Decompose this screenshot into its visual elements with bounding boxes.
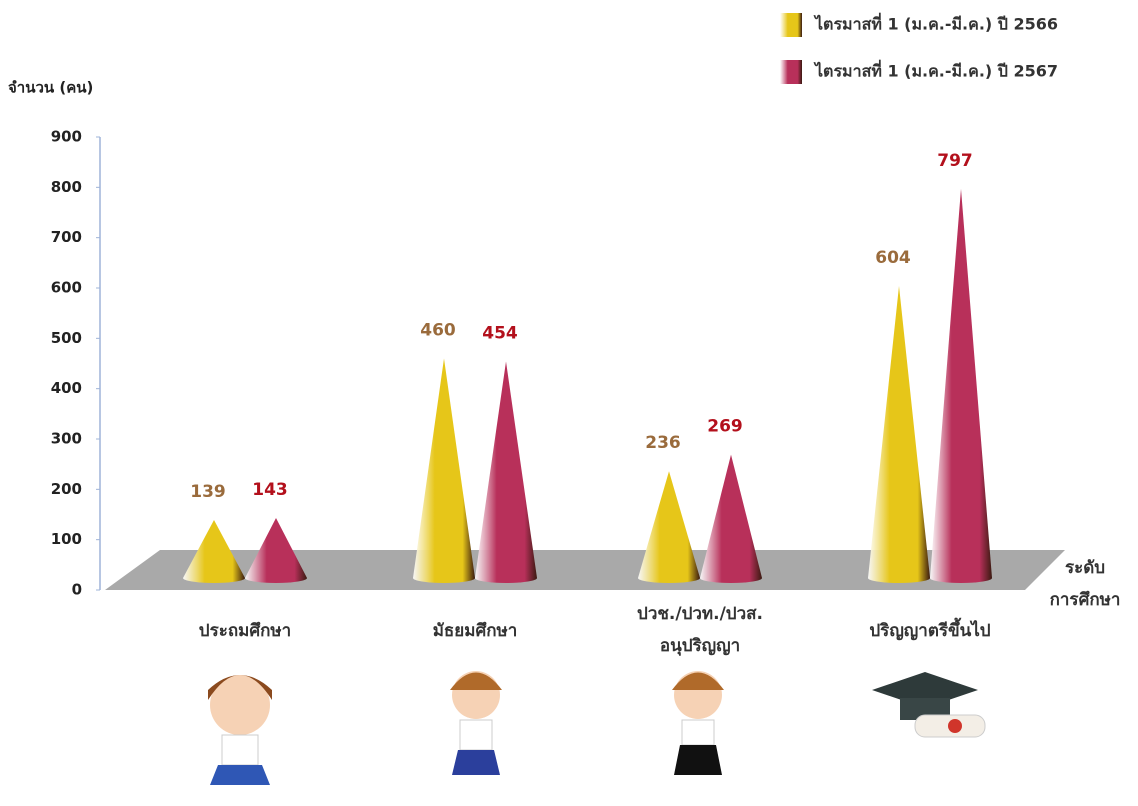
y-tick-label: 700	[51, 228, 82, 246]
cone	[475, 361, 537, 583]
floor	[105, 550, 1065, 590]
cone	[700, 454, 762, 583]
legend-swatch	[780, 13, 802, 37]
legend-label: ไตรมาสที่ 1 (ม.ค.-มี.ค.) ปี 2566	[813, 13, 1058, 34]
value-label: 460	[420, 320, 456, 340]
cone	[245, 518, 307, 583]
legend-label: ไตรมาสที่ 1 (ม.ค.-มี.ค.) ปี 2567	[813, 60, 1058, 81]
y-tick-label: 600	[51, 279, 82, 297]
y-axis-title: จำนวน (คน)	[8, 79, 93, 97]
y-tick-label: 100	[51, 530, 82, 548]
x-tick-label: ประถมศึกษา	[198, 621, 292, 641]
value-label: 269	[707, 417, 743, 437]
legend-swatch	[780, 60, 802, 84]
value-label: 139	[190, 482, 226, 502]
x-axis-title: ระดับ การศึกษา	[1049, 558, 1121, 610]
y-tick-label: 500	[51, 329, 82, 347]
cone	[638, 471, 700, 583]
illustration-vocational	[672, 671, 724, 775]
cone	[868, 285, 930, 583]
y-tick-label: 400	[51, 379, 82, 397]
cone	[930, 188, 992, 584]
illustration-graduate	[872, 672, 986, 738]
value-label: 604	[875, 248, 911, 268]
cone	[183, 520, 245, 583]
y-tick-label: 800	[51, 178, 82, 196]
x-tick-label: ปวช./ปวท./ปวส. อนุปริญญา	[637, 604, 763, 656]
x-tick-label: ปริญญาตรีขึ้นไป	[869, 621, 991, 641]
y-tick-label: 0	[72, 581, 82, 599]
y-tick-label: 200	[51, 480, 82, 498]
value-label: 797	[937, 151, 973, 171]
value-label: 236	[645, 433, 681, 453]
value-label: 143	[252, 480, 288, 500]
value-label: 454	[482, 323, 518, 343]
x-tick-label: มัธยมศึกษา	[432, 621, 518, 641]
y-tick-label: 300	[51, 430, 82, 448]
illustration-secondary	[450, 671, 502, 775]
cone	[413, 358, 475, 583]
illustration-primary	[208, 675, 272, 785]
y-tick-label: 900	[51, 128, 82, 146]
